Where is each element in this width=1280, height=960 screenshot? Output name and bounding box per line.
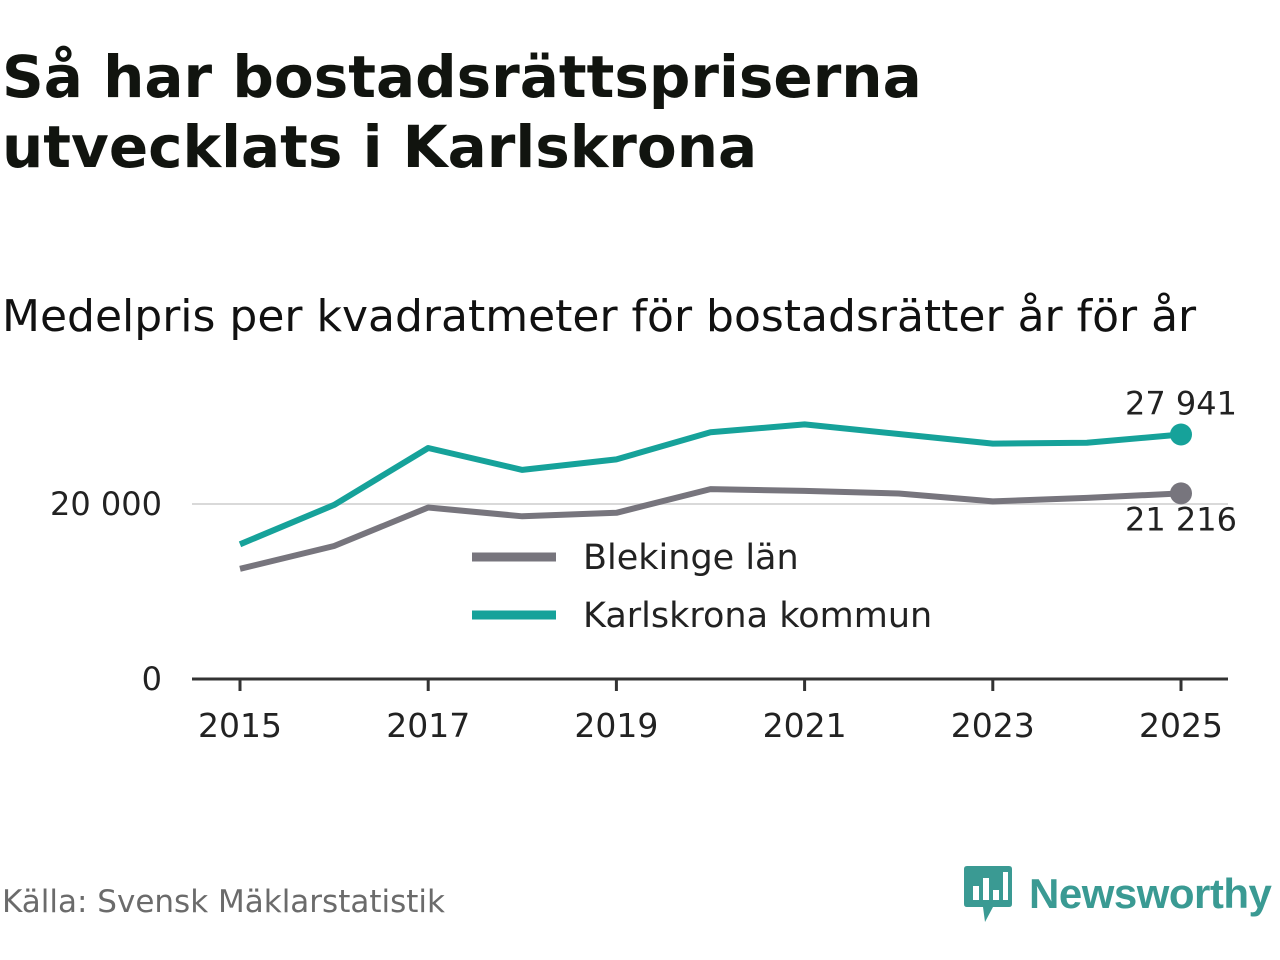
series-end-marker-blekinge: [1170, 482, 1192, 505]
x-tick-label: 2021: [763, 706, 847, 745]
line-chart: 0 20 000 2015 2017 2019 2021 2023 2025 21 216 27 …: [50, 385, 1237, 745]
series-end-marker-karlskrona: [1170, 423, 1192, 446]
legend-label: Karlskrona kommun: [583, 596, 932, 636]
series-line-karlskrona: [238, 421, 1182, 548]
chart-title: Så har bostadsrättspriserna utvecklats i…: [2, 43, 922, 181]
source-note: Källa: Svensk Mäklarstatistik: [2, 884, 445, 920]
x-tick-label: 2023: [951, 706, 1035, 745]
series-end-label-blekinge: 21 216: [1125, 500, 1237, 538]
y-tick-label: 20 000: [50, 485, 162, 523]
y-tick-label: 0: [142, 660, 162, 698]
legend-label: Blekinge län: [583, 538, 799, 578]
x-tick-label: 2015: [198, 706, 282, 745]
brand-name: Newsworthy: [1029, 870, 1272, 917]
x-tick-label: 2019: [574, 706, 658, 745]
newsworthy-logo-icon: [964, 866, 1012, 922]
chart-subtitle: Medelpris per kvadratmeter för bostadsrä…: [2, 291, 1197, 342]
x-tick-label: 2017: [386, 706, 470, 745]
series-line-blekinge: [239, 486, 1182, 572]
newsworthy-logo: Newsworthy: [963, 864, 1272, 924]
series-end-label-karlskrona: 27 941: [1125, 385, 1237, 423]
x-tick-label: 2025: [1139, 706, 1223, 745]
